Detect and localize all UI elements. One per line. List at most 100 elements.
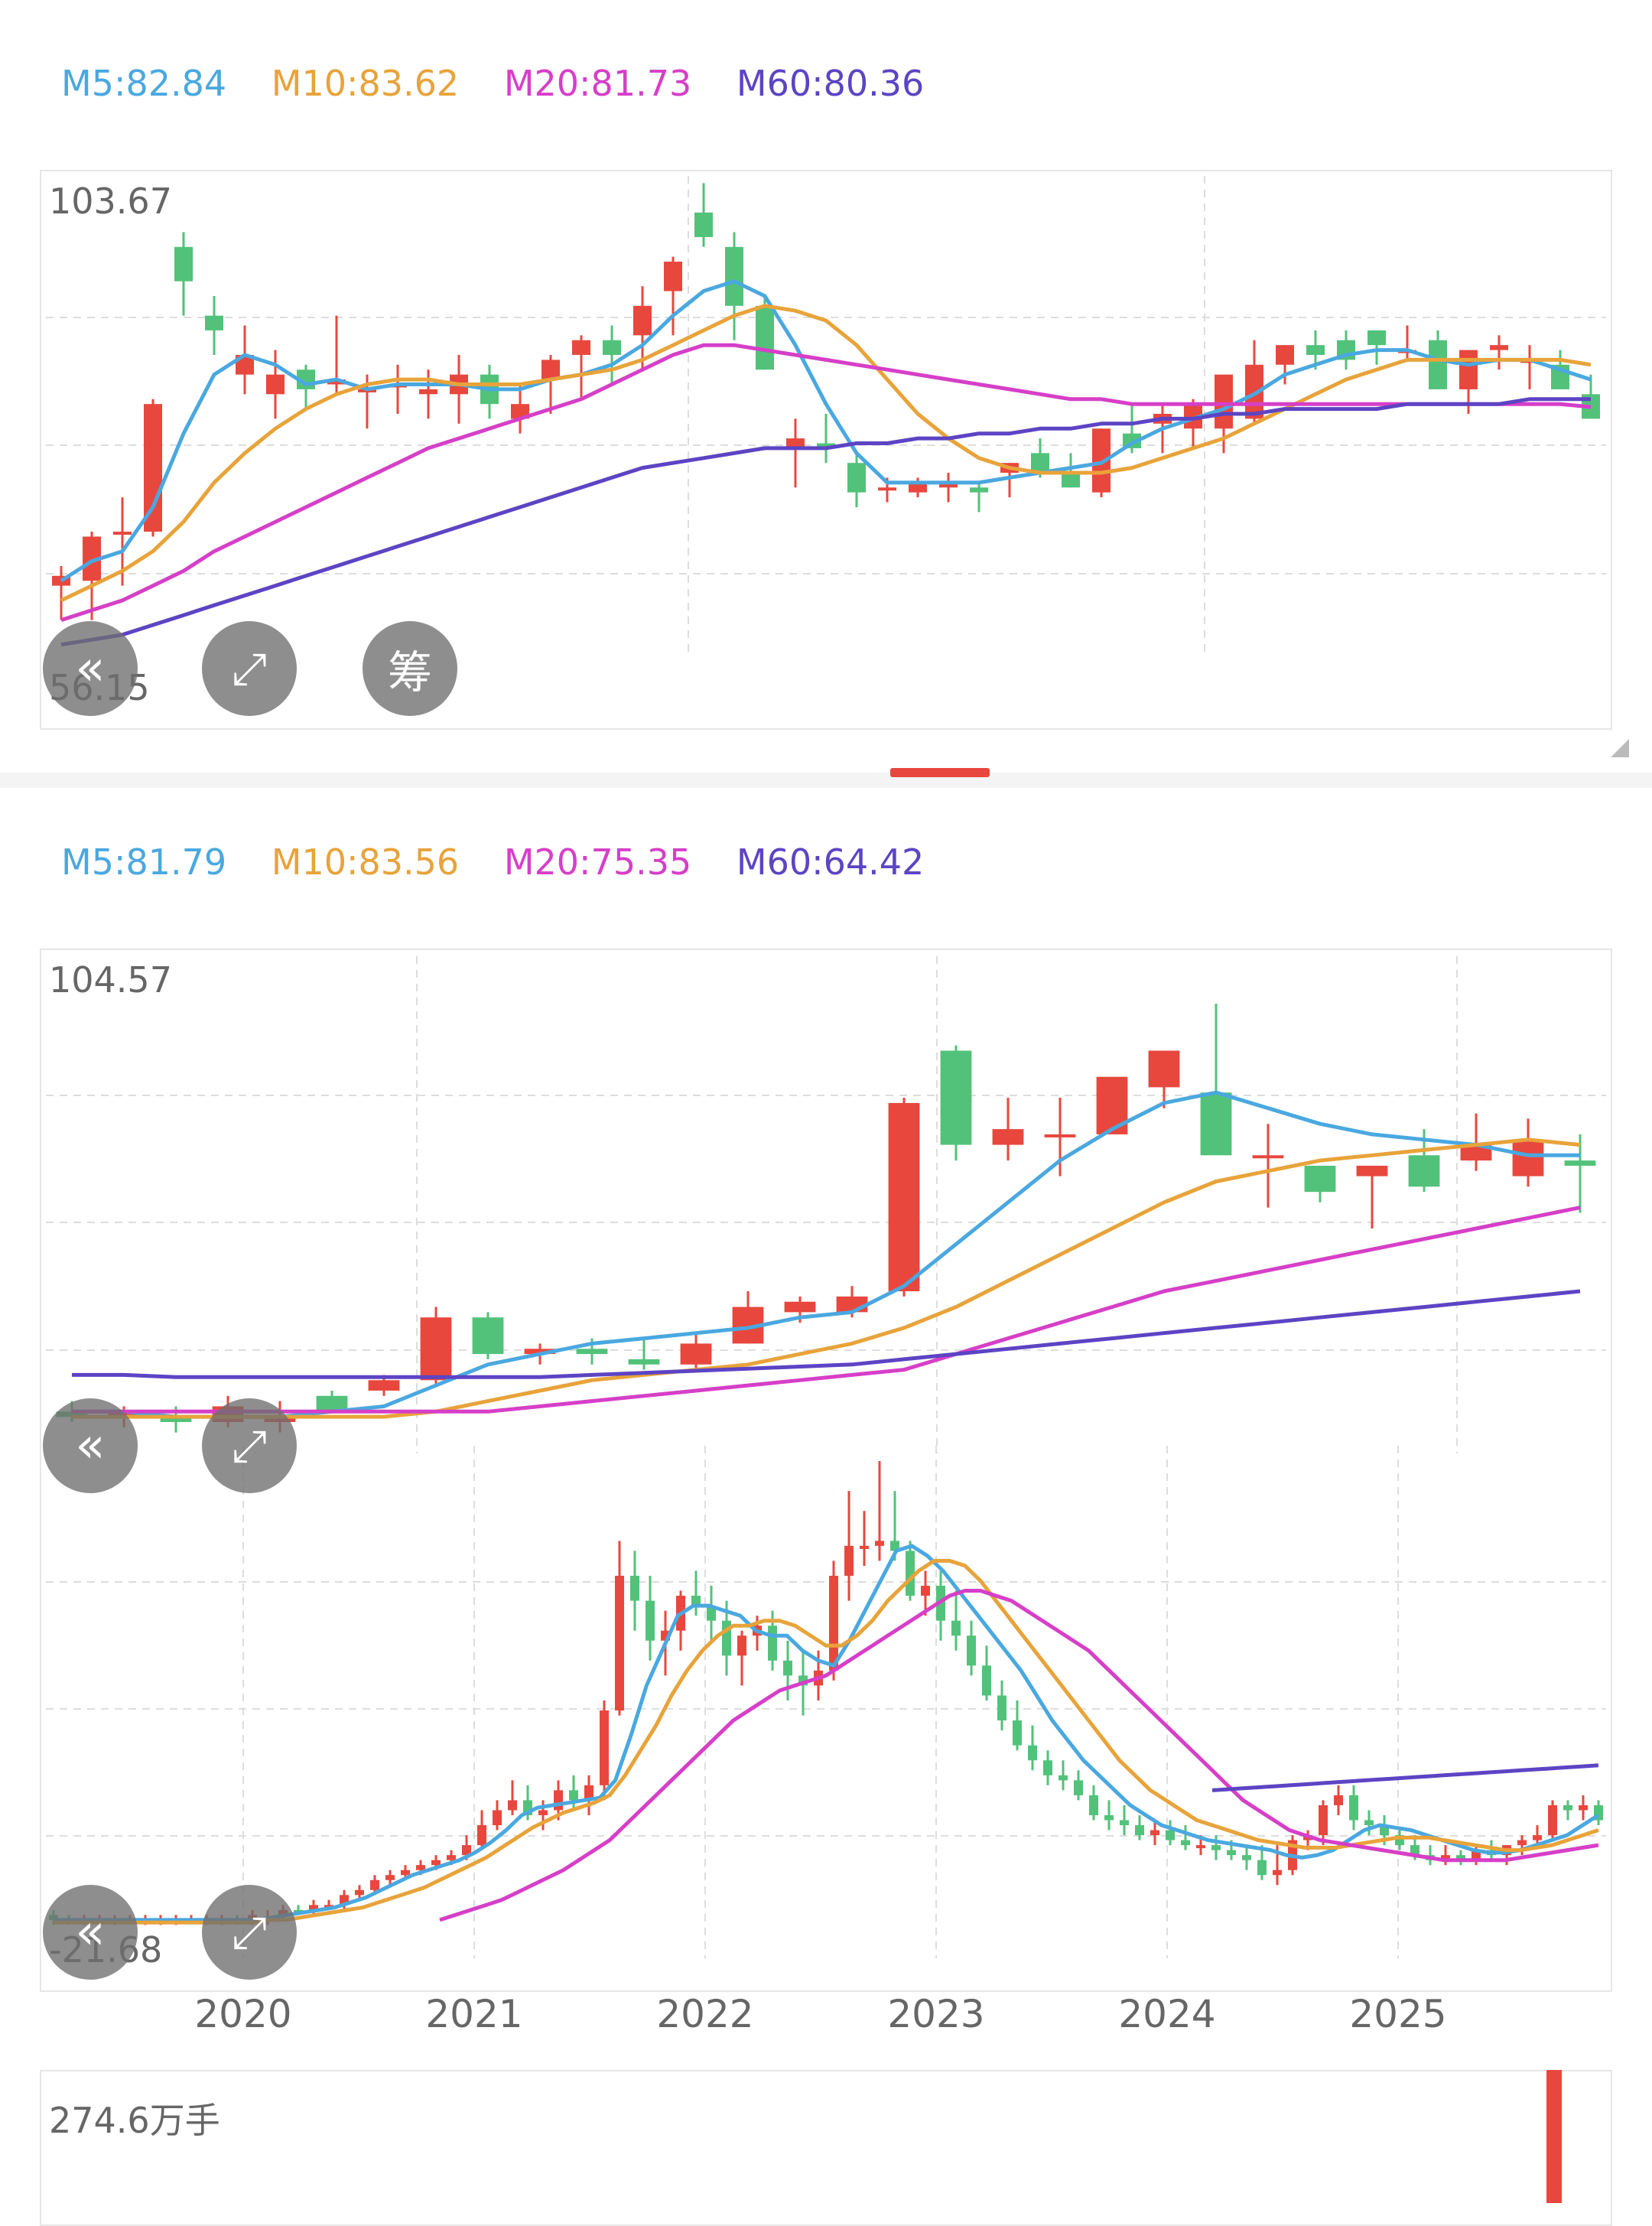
- p2l-candle-56: [906, 1551, 915, 1596]
- panel2-upper-expand-button[interactable]: ⤢: [202, 1398, 297, 1493]
- panel2-upper-collapse-button[interactable]: «: [43, 1398, 138, 1493]
- p2u-candle-21: [1148, 1050, 1180, 1088]
- panel-corner-resize-icon[interactable]: [1611, 739, 1629, 757]
- p2l-m20-line: [439, 1589, 1599, 1922]
- p2l-candle-51: [829, 1575, 838, 1671]
- p1-m5-line: [60, 279, 1592, 583]
- p1-candle-24: [786, 438, 805, 448]
- p2u-candle-24: [1304, 1165, 1336, 1193]
- p1-candle-9: [327, 379, 346, 385]
- p2l-candle-69: [1104, 1814, 1114, 1821]
- p2u-m60-line: [72, 1289, 1581, 1379]
- p1-candle-5: [205, 315, 223, 330]
- p1-candle-22: [725, 246, 743, 306]
- p2l-candle-62: [997, 1695, 1006, 1721]
- p2u-candle-5: [316, 1395, 348, 1412]
- p2l-candle-21: [370, 1879, 379, 1890]
- p2l-candle-20: [355, 1889, 364, 1896]
- panel2-m10-label: M10:83.56: [271, 841, 460, 883]
- x-tick-2020: 2020: [194, 1992, 291, 2036]
- p2l-candle-66: [1059, 1775, 1068, 1781]
- p2l-m10-line: [54, 1558, 1599, 1925]
- p1-m10-line: [60, 304, 1592, 603]
- p2l-candle-39: [646, 1600, 655, 1641]
- p2l-candle-77: [1227, 1850, 1236, 1856]
- p2l-candle-47: [768, 1626, 777, 1661]
- panel2-lower-expand-button[interactable]: ⤢: [202, 1885, 297, 1980]
- p1-candle-19: [633, 305, 652, 336]
- p2l-candle-43: [707, 1606, 716, 1621]
- panel1-chip-button[interactable]: 筹: [363, 621, 457, 716]
- panel1-m10-label: M10:83.62: [271, 63, 460, 104]
- p1-m60-line: [60, 397, 1591, 647]
- panel1-ymax-label: 103.67: [49, 181, 172, 222]
- panel-resize-handle[interactable]: [890, 768, 990, 777]
- panel2-lower-collapse-button[interactable]: «: [43, 1885, 138, 1980]
- x-tick-2022: 2022: [656, 1992, 753, 2036]
- p2l-candle-79: [1257, 1860, 1267, 1876]
- panel2-m60-label: M60:64.42: [736, 841, 925, 883]
- p2u-candle-28: [1512, 1139, 1544, 1176]
- p1-candle-32: [1031, 453, 1049, 474]
- p2l-candle-55: [890, 1541, 899, 1551]
- p2u-candle-25: [1356, 1165, 1388, 1176]
- p2l-candle-45: [737, 1635, 746, 1656]
- panel1-collapse-button[interactable]: «: [43, 621, 138, 716]
- double-chevron-left-icon: «: [75, 1904, 106, 1961]
- p2l-candle-38: [630, 1575, 639, 1601]
- p2l-candle-24: [416, 1865, 425, 1870]
- volume-bar-latest: [1546, 2070, 1562, 2203]
- p1-candle-29: [939, 482, 958, 488]
- p2u-candle-23: [1252, 1155, 1284, 1159]
- p2l-candle-48: [783, 1660, 792, 1676]
- p2u-candle-29: [1564, 1160, 1596, 1166]
- p2l-candle-34: [569, 1790, 578, 1801]
- p2u-candle-16: [888, 1102, 920, 1292]
- p1-candle-17: [572, 340, 590, 355]
- p1-candle-15: [511, 404, 529, 419]
- expand-arrows-icon: ⤢: [231, 1419, 268, 1472]
- p2l-candle-53: [860, 1545, 869, 1549]
- p2l-candle-75: [1196, 1845, 1205, 1849]
- p2l-candle-70: [1120, 1820, 1129, 1826]
- p2u-candle-6: [368, 1380, 400, 1391]
- p2u-candle-14: [784, 1301, 816, 1313]
- p2l-candle-68: [1089, 1795, 1098, 1815]
- x-tick-2024: 2024: [1118, 1992, 1215, 2036]
- p2u-candle-7: [420, 1317, 452, 1381]
- p2l-candle-35: [584, 1785, 593, 1801]
- p2l-candle-100: [1579, 1805, 1588, 1811]
- x-tick-2023: 2023: [887, 1992, 984, 2036]
- p2l-candle-80: [1273, 1870, 1282, 1876]
- panel2-ymax-label: 104.57: [49, 959, 172, 1001]
- p2l-candle-71: [1135, 1825, 1144, 1836]
- p1-candle-47: [1490, 345, 1508, 350]
- p2l-candle-86: [1364, 1820, 1374, 1826]
- p1-candle-2: [113, 532, 132, 535]
- p2l-candle-27: [462, 1845, 471, 1856]
- p2l-candle-91: [1441, 1855, 1450, 1860]
- p1-candle-26: [847, 463, 866, 493]
- panel1-expand-button[interactable]: ⤢: [202, 621, 297, 716]
- p2l-candle-37: [615, 1575, 624, 1711]
- p1-candle-4: [174, 246, 193, 282]
- p1-m20-line: [60, 343, 1592, 622]
- p2l-candle-97: [1533, 1835, 1542, 1840]
- p2l-candle-23: [401, 1870, 410, 1876]
- p2l-candle-84: [1334, 1795, 1343, 1805]
- double-chevron-left-icon: «: [75, 640, 106, 697]
- p2u-candle-11: [628, 1359, 660, 1365]
- p2l-candle-17: [309, 1905, 318, 1910]
- p2l-candle-64: [1028, 1745, 1037, 1761]
- p1-candle-43: [1367, 330, 1386, 346]
- p1-candle-16: [541, 360, 560, 380]
- p2l-candle-92: [1456, 1855, 1465, 1860]
- x-tick-2025: 2025: [1349, 1992, 1446, 2036]
- p2l-candle-61: [982, 1665, 991, 1696]
- p1-candle-23: [756, 305, 774, 370]
- p2u-candle-10: [576, 1349, 608, 1355]
- p2u-candle-12: [680, 1343, 712, 1365]
- p2l-candle-42: [691, 1596, 701, 1606]
- p1-candle-41: [1306, 345, 1325, 355]
